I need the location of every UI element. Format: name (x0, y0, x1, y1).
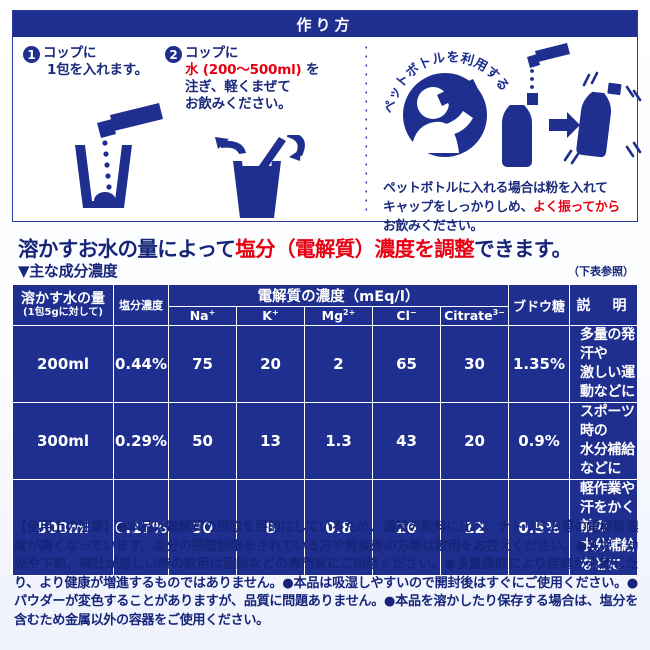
step-2-line2-tail: を (301, 62, 320, 78)
main-heading-emphasis: 塩分（電解質）濃度を調整 (235, 237, 475, 261)
col-header-citrate-label: Citrate (444, 308, 493, 324)
bottle-shaking-icon (576, 82, 622, 158)
cell-description: 多量の発汗や 激しい運動などに (569, 325, 638, 403)
cell-na: 30 (168, 479, 237, 576)
table-header-row-1: 溶かす水の量 (1包5gに対して) 塩分濃度 電解質の濃度（mEq/l） ブドウ… (12, 284, 638, 326)
arrow-right-icon (549, 112, 580, 138)
table-row: 500ml 0.17% 30 8 0.8 26 12 0.5% 軽作業や汗をかく… (12, 479, 638, 576)
howto-body: 1 コップに 1包を入れます。 2 コップに 水 (200〜500ml) を 注… (13, 29, 642, 234)
step-2-line2: 水 (200〜500ml) を (185, 62, 320, 79)
step-2-head: 2 コップに 水 (200〜500ml) を 注ぎ、軽くまぜて お飲みください。 (165, 45, 355, 113)
col-header-mg: Mg2+ (304, 306, 373, 326)
composition-table: 溶かす水の量 (1包5gに対して) 塩分濃度 電解質の濃度（mEq/l） ブドウ… (12, 284, 638, 576)
pet-bottle-illustration-group: ペットボトルを利用する場合 (374, 29, 643, 177)
col-header-cl-sup: − (409, 308, 417, 318)
cell-water: 200ml (12, 325, 114, 403)
cell-na: 75 (168, 325, 237, 403)
cell-description-line1: 軽作業や汗をかく前の (580, 481, 635, 535)
cell-k: 20 (236, 325, 305, 403)
cell-water: 300ml (12, 402, 114, 480)
cell-citrate: 20 (440, 402, 509, 480)
step-2-water-amount: 水 (200〜500ml) (185, 62, 302, 78)
pet-note-shake-emphasis: よく振ってから (532, 200, 620, 215)
step-2-line3: 注ぎ、軽くまぜて (185, 79, 291, 95)
howto-header-title: 作り方 (13, 11, 637, 37)
step-1-number-badge: 1 (23, 46, 40, 63)
cell-salt: 0.29% (113, 402, 169, 480)
shake-motion-lines (563, 71, 642, 165)
step-2-line4: お飲みください。 (185, 96, 292, 112)
col-header-water-main: 溶かす水の量 (21, 291, 105, 307)
cell-description: 軽作業や汗をかく前の 水分補給などに (569, 479, 638, 576)
table-row: 200ml 0.44% 75 20 2 65 30 1.35% 多量の発汗や 激… (12, 325, 638, 403)
pet-bottle-note: ペットボトルに入れる場合は粉を入れて キャップをしっかりしめ、よく振ってから お… (383, 179, 650, 236)
table-head: 溶かす水の量 (1包5gに対して) 塩分濃度 電解質の濃度（mEq/l） ブドウ… (12, 284, 638, 326)
cell-description: スポーツ時の 水分補給などに (569, 402, 638, 480)
cell-description-line2: 水分補給などに (580, 442, 635, 477)
col-header-na: Na+ (168, 306, 237, 326)
sub-heading: ▼主な成分濃度 (18, 262, 118, 280)
step-1-line1: コップに (43, 45, 97, 61)
col-header-glucose: ブドウ糖 (508, 284, 570, 326)
table-body: 200ml 0.44% 75 20 2 65 30 1.35% 多量の発汗や 激… (12, 325, 638, 576)
cell-k: 8 (236, 479, 305, 576)
step-2-line1: コップに (185, 45, 239, 61)
table-reference-note: （下表参照） (568, 265, 634, 278)
cell-cl: 65 (372, 325, 441, 403)
pour-into-glass-illustration (63, 101, 173, 215)
col-header-water: 溶かす水の量 (1包5gに対して) (12, 284, 114, 326)
bottle-open-icon (502, 93, 538, 167)
col-header-k-sup: + (271, 308, 279, 318)
cell-glucose: 0.9% (508, 402, 570, 480)
col-header-cl-label: Cl (396, 308, 410, 324)
cell-mg: 1.3 (304, 402, 373, 480)
howto-panel: 作り方 1 コップに 1包を入れます。 2 コップに 水 (200〜500ml)… (12, 10, 642, 234)
pet-note-line2-pre: キャップをしっかりしめ、 (383, 200, 533, 215)
cell-cl: 26 (372, 479, 441, 576)
col-header-electrolyte-group: 電解質の濃度（mEq/l） (168, 284, 509, 307)
step-1-text: コップに 1包を入れます。 (43, 45, 148, 79)
cell-glucose: 1.35% (508, 325, 570, 403)
usage-cautions-text: 【使用上の注意】●本品は電解質の摂取を目的にしているため、通常の飲料に比べ、ナト… (14, 520, 638, 628)
cell-description-line2: 激しい運動などに (580, 365, 635, 400)
main-heading: 溶かすお水の量によって塩分（電解質）濃度を調整できます。 (18, 232, 634, 262)
main-heading-part1: 溶かすお水の量によって (18, 237, 236, 261)
col-header-mg-label: Mg (321, 308, 344, 324)
cell-cl: 43 (372, 402, 441, 480)
col-header-na-sup: + (208, 308, 216, 318)
col-header-cl: Cl− (372, 306, 441, 326)
col-header-k: K+ (236, 306, 305, 326)
col-header-mg-sup: 2+ (343, 308, 356, 318)
col-header-water-sub: (1包5gに対して) (23, 307, 103, 318)
cell-citrate: 30 (440, 325, 509, 403)
col-header-description: 説 明 (569, 284, 638, 326)
col-header-salt: 塩分濃度 (113, 284, 169, 326)
cell-mg: 2 (304, 325, 373, 403)
cell-description-line2: 水分補給などに (580, 538, 635, 573)
table-row: 300ml 0.29% 50 13 1.3 43 20 0.9% スポーツ時の … (12, 402, 638, 480)
pet-note-line1: ペットボトルに入れる場合は粉を入れて (383, 181, 608, 196)
section-divider (365, 43, 367, 215)
cell-description-line1: スポーツ時の (580, 404, 635, 439)
pet-note-line2: キャップをしっかりしめ、よく振ってから (383, 198, 650, 217)
step-2-number-badge: 2 (165, 46, 182, 63)
step-1-line2: 1包を入れます。 (47, 62, 148, 78)
step-1-head: 1 コップに 1包を入れます。 (23, 45, 163, 79)
cell-na: 50 (168, 402, 237, 480)
main-heading-part3: できます。 (474, 237, 572, 261)
col-header-k-label: K (262, 308, 272, 324)
col-header-citrate: Citrate3− (440, 306, 509, 326)
stir-glass-illustration (203, 131, 315, 225)
cell-description-line1: 多量の発汗や (580, 327, 635, 362)
step-2-text: コップに 水 (200〜500ml) を 注ぎ、軽くまぜて お飲みください。 (185, 45, 320, 113)
step-2: 2 コップに 水 (200〜500ml) を 注ぎ、軽くまぜて お飲みください。 (165, 45, 355, 113)
col-header-citrate-sup: 3− (492, 308, 505, 318)
pet-note-line3: お飲みください。 (383, 219, 483, 234)
cell-glucose: 0.5% (508, 479, 570, 576)
step-1: 1 コップに 1包を入れます。 (23, 45, 163, 79)
col-header-na-label: Na (189, 308, 209, 324)
cell-k: 13 (236, 402, 305, 480)
cell-salt: 0.44% (113, 325, 169, 403)
